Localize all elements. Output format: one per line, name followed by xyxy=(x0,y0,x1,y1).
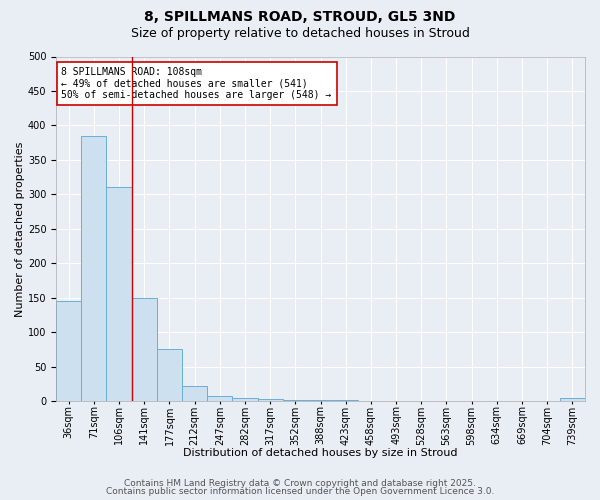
Text: Contains public sector information licensed under the Open Government Licence 3.: Contains public sector information licen… xyxy=(106,488,494,496)
Text: 8 SPILLMANS ROAD: 108sqm
← 49% of detached houses are smaller (541)
50% of semi-: 8 SPILLMANS ROAD: 108sqm ← 49% of detach… xyxy=(61,67,332,100)
Bar xyxy=(82,136,106,401)
Bar xyxy=(157,350,182,401)
Text: 8, SPILLMANS ROAD, STROUD, GL5 3ND: 8, SPILLMANS ROAD, STROUD, GL5 3ND xyxy=(145,10,455,24)
Bar xyxy=(560,398,585,401)
Bar xyxy=(182,386,207,401)
Bar xyxy=(232,398,257,401)
Bar xyxy=(56,301,82,401)
Bar xyxy=(333,400,358,401)
Text: Size of property relative to detached houses in Stroud: Size of property relative to detached ho… xyxy=(131,28,469,40)
Bar xyxy=(106,188,131,401)
Bar xyxy=(257,399,283,401)
Bar xyxy=(207,396,232,401)
Text: Contains HM Land Registry data © Crown copyright and database right 2025.: Contains HM Land Registry data © Crown c… xyxy=(124,478,476,488)
Bar xyxy=(283,400,308,401)
Bar xyxy=(131,298,157,401)
X-axis label: Distribution of detached houses by size in Stroud: Distribution of detached houses by size … xyxy=(184,448,458,458)
Bar xyxy=(308,400,333,401)
Y-axis label: Number of detached properties: Number of detached properties xyxy=(15,141,25,316)
